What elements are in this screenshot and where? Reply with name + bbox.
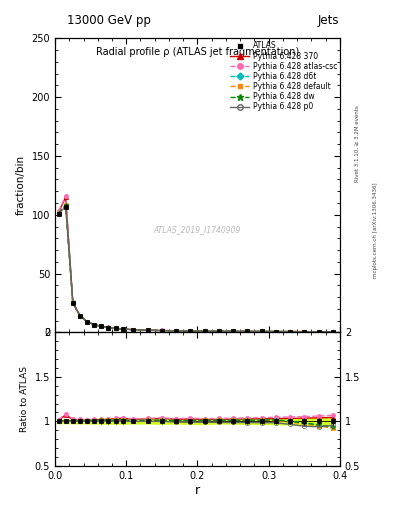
Y-axis label: Ratio to ATLAS: Ratio to ATLAS — [20, 366, 29, 432]
Y-axis label: fraction/bin: fraction/bin — [16, 155, 26, 216]
Legend: ATLAS, Pythia 6.428 370, Pythia 6.428 atlas-csc, Pythia 6.428 d6t, Pythia 6.428 : ATLAS, Pythia 6.428 370, Pythia 6.428 at… — [230, 40, 338, 112]
Text: Jets: Jets — [318, 14, 339, 27]
Text: 13000 GeV pp: 13000 GeV pp — [67, 14, 151, 27]
Text: Rivet 3.1.10, ≥ 3.2M events: Rivet 3.1.10, ≥ 3.2M events — [355, 105, 360, 182]
Text: mcplots.cern.ch [arXiv:1306.3436]: mcplots.cern.ch [arXiv:1306.3436] — [373, 183, 378, 278]
X-axis label: r: r — [195, 483, 200, 497]
Text: Radial profile ρ (ATLAS jet fragmentation): Radial profile ρ (ATLAS jet fragmentatio… — [96, 47, 299, 57]
Text: ATLAS_2019_I1740909: ATLAS_2019_I1740909 — [154, 225, 241, 234]
